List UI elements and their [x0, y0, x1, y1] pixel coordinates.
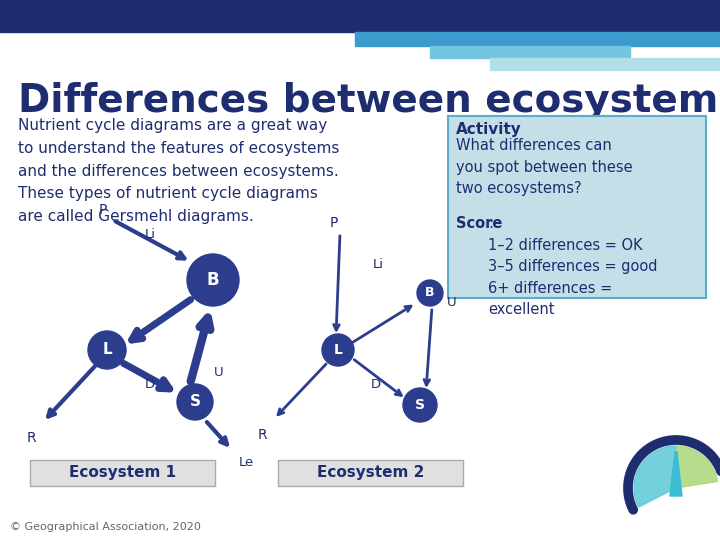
Text: D: D — [371, 379, 381, 392]
Bar — [430, 46, 630, 58]
Text: Ecosystem 2: Ecosystem 2 — [317, 465, 424, 481]
Text: B: B — [426, 287, 435, 300]
Text: © Geographical Association, 2020: © Geographical Association, 2020 — [10, 522, 201, 532]
Text: Score: Score — [456, 216, 503, 231]
Text: Le: Le — [238, 456, 253, 469]
Text: U: U — [447, 296, 456, 309]
Bar — [0, 0, 720, 32]
Text: S: S — [415, 398, 425, 412]
Circle shape — [187, 254, 239, 306]
Circle shape — [403, 388, 437, 422]
Circle shape — [88, 331, 126, 369]
Polygon shape — [676, 446, 718, 488]
Bar — [355, 32, 720, 46]
Text: R: R — [257, 428, 267, 442]
Text: Ecosystem 1: Ecosystem 1 — [69, 465, 176, 481]
Text: Nutrient cycle diagrams are a great way
to understand the features of ecosystems: Nutrient cycle diagrams are a great way … — [18, 118, 339, 224]
Text: U: U — [214, 366, 224, 379]
Text: Activity: Activity — [456, 122, 522, 137]
FancyBboxPatch shape — [448, 116, 706, 298]
Text: B: B — [207, 271, 220, 289]
Text: L: L — [102, 342, 112, 357]
Text: Li: Li — [372, 259, 384, 272]
Text: P: P — [330, 216, 338, 230]
Bar — [490, 58, 720, 70]
Text: :
1–2 differences = OK
3–5 differences = good
6+ differences =
excellent: : 1–2 differences = OK 3–5 differences =… — [488, 216, 657, 318]
Circle shape — [322, 334, 354, 366]
Circle shape — [177, 384, 213, 420]
Polygon shape — [670, 452, 682, 496]
FancyBboxPatch shape — [30, 460, 215, 486]
Text: Li: Li — [145, 228, 156, 241]
Text: Differences between ecosystems: Differences between ecosystems — [18, 82, 720, 120]
Text: R: R — [26, 431, 36, 445]
Polygon shape — [634, 446, 676, 507]
Text: P: P — [99, 203, 107, 217]
Text: D: D — [145, 379, 155, 392]
Text: What differences can
you spot between these
two ecosystems?: What differences can you spot between th… — [456, 138, 633, 196]
Circle shape — [417, 280, 443, 306]
Text: L: L — [333, 343, 343, 357]
Text: S: S — [189, 395, 200, 409]
FancyBboxPatch shape — [278, 460, 463, 486]
